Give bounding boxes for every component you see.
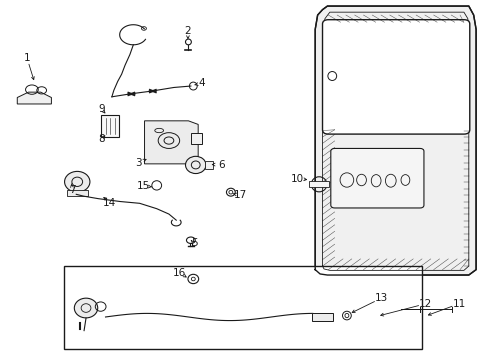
Bar [311, 313, 332, 321]
Text: 11: 11 [451, 299, 465, 309]
Text: 10: 10 [290, 174, 303, 184]
Bar [64, 266, 422, 348]
Text: 12: 12 [418, 299, 431, 309]
Bar [205, 161, 213, 169]
FancyBboxPatch shape [322, 20, 469, 134]
Text: 7: 7 [69, 185, 76, 195]
Polygon shape [17, 92, 51, 104]
Ellipse shape [74, 298, 98, 318]
Text: 5: 5 [191, 238, 197, 248]
Text: 2: 2 [184, 26, 191, 36]
Bar [309, 181, 328, 187]
Text: 15: 15 [137, 181, 150, 191]
Text: 16: 16 [172, 267, 185, 278]
FancyBboxPatch shape [330, 148, 423, 208]
Text: 8: 8 [98, 134, 105, 144]
Text: 1: 1 [23, 53, 30, 63]
Text: 4: 4 [198, 78, 205, 88]
Text: 17: 17 [233, 190, 247, 201]
Text: 9: 9 [98, 104, 105, 114]
Ellipse shape [185, 156, 205, 174]
Text: 6: 6 [217, 159, 224, 170]
Text: 13: 13 [374, 293, 387, 303]
Polygon shape [315, 6, 475, 275]
Bar [190, 133, 201, 144]
Text: 3: 3 [135, 158, 142, 168]
Bar [101, 116, 119, 137]
Ellipse shape [64, 171, 90, 192]
Text: 14: 14 [103, 198, 116, 208]
Polygon shape [144, 121, 198, 164]
Bar [67, 190, 88, 196]
